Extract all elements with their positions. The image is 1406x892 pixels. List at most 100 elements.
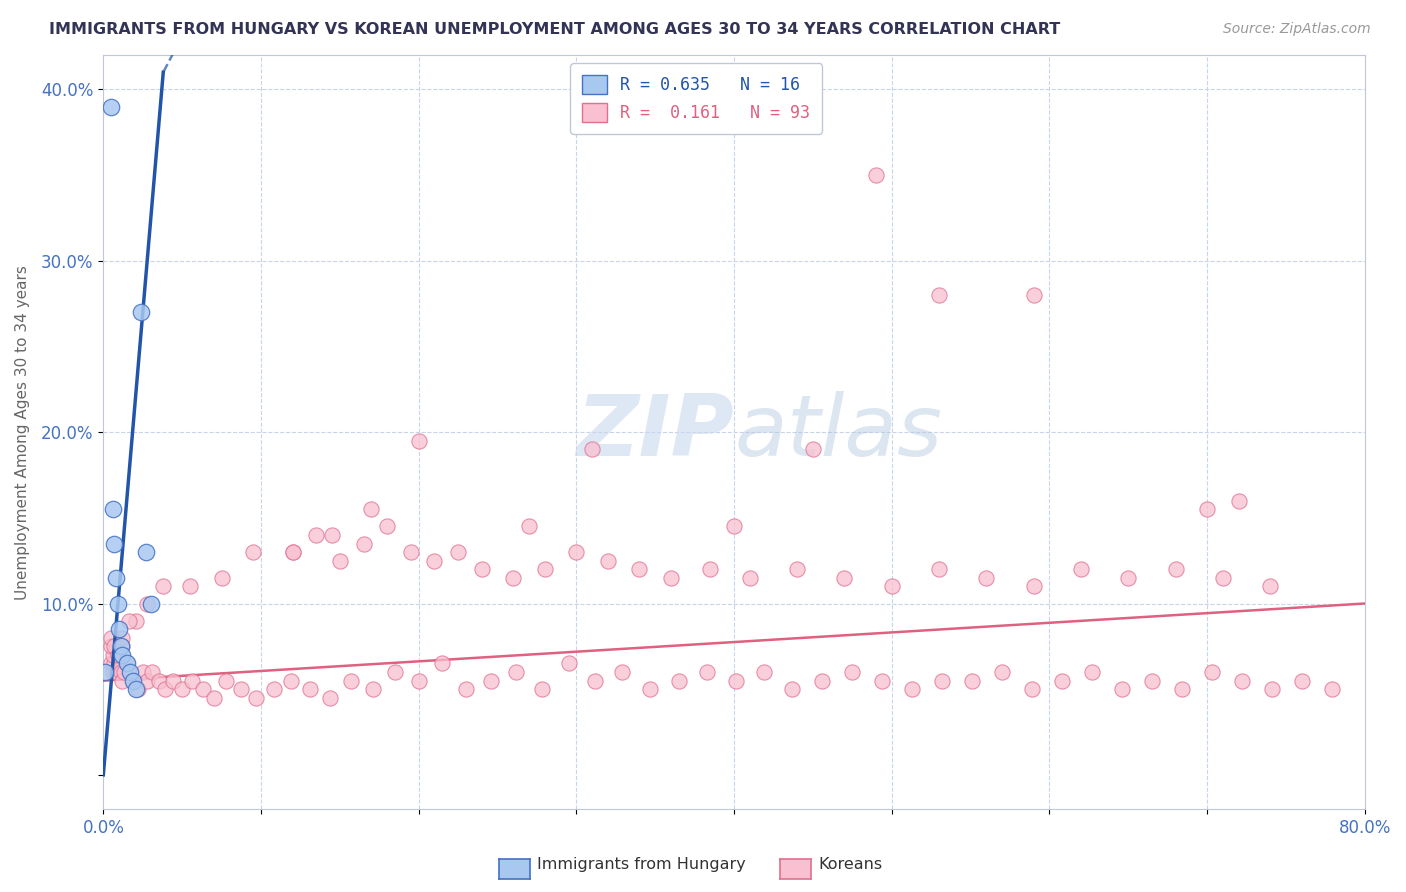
Point bbox=[136, 673, 159, 688]
Point bbox=[107, 597, 129, 611]
Point bbox=[960, 673, 983, 688]
Point bbox=[901, 682, 924, 697]
Point bbox=[263, 682, 285, 697]
Point bbox=[659, 571, 682, 585]
Point bbox=[360, 502, 382, 516]
Point bbox=[596, 554, 619, 568]
Point bbox=[1197, 502, 1219, 516]
Point bbox=[117, 614, 139, 628]
Point bbox=[640, 682, 662, 697]
Point bbox=[1081, 665, 1104, 679]
Point bbox=[148, 673, 170, 688]
Point bbox=[139, 597, 162, 611]
Point bbox=[408, 434, 430, 448]
Point bbox=[782, 682, 804, 697]
Point bbox=[384, 665, 406, 679]
Point bbox=[502, 571, 524, 585]
Point bbox=[928, 562, 950, 576]
Point bbox=[1291, 673, 1313, 688]
Point bbox=[101, 665, 124, 679]
Point bbox=[132, 665, 155, 679]
Point bbox=[1171, 682, 1194, 697]
Point bbox=[104, 571, 127, 585]
Point bbox=[1227, 493, 1250, 508]
Point bbox=[202, 690, 225, 705]
Point bbox=[530, 682, 553, 697]
Point bbox=[738, 571, 761, 585]
Point bbox=[229, 682, 252, 697]
Point bbox=[1164, 562, 1187, 576]
Point bbox=[668, 673, 690, 688]
Point bbox=[699, 562, 721, 576]
Point bbox=[120, 665, 142, 679]
Point bbox=[628, 562, 651, 576]
Point bbox=[399, 545, 422, 559]
Point bbox=[583, 673, 606, 688]
Point bbox=[242, 545, 264, 559]
Point bbox=[122, 673, 145, 688]
Point bbox=[1230, 673, 1253, 688]
Point bbox=[834, 571, 856, 585]
Point bbox=[115, 657, 138, 671]
Point bbox=[153, 682, 176, 697]
Point bbox=[103, 640, 125, 654]
Point bbox=[101, 648, 124, 662]
Point bbox=[112, 665, 135, 679]
Point bbox=[152, 579, 174, 593]
Point bbox=[1070, 562, 1092, 576]
Point bbox=[610, 665, 633, 679]
Point bbox=[104, 640, 127, 654]
Point bbox=[122, 673, 145, 688]
Point bbox=[281, 545, 304, 559]
Point bbox=[111, 640, 134, 654]
Point bbox=[1320, 682, 1343, 697]
Point bbox=[108, 622, 131, 636]
Point bbox=[127, 682, 149, 697]
Point bbox=[432, 657, 454, 671]
Point bbox=[880, 579, 903, 593]
Point bbox=[353, 536, 375, 550]
Text: ZIP: ZIP bbox=[576, 391, 734, 474]
Point bbox=[801, 442, 824, 457]
Point bbox=[1258, 579, 1281, 593]
Point bbox=[1021, 682, 1043, 697]
Point bbox=[162, 673, 184, 688]
Point bbox=[375, 519, 398, 533]
Point bbox=[110, 640, 132, 654]
Point bbox=[723, 519, 745, 533]
Point bbox=[976, 571, 998, 585]
Text: atlas: atlas bbox=[734, 391, 942, 474]
Point bbox=[534, 562, 557, 576]
Point bbox=[180, 673, 202, 688]
Point bbox=[447, 545, 470, 559]
Point bbox=[141, 665, 163, 679]
Point bbox=[471, 562, 494, 576]
Point bbox=[179, 579, 201, 593]
Y-axis label: Unemployment Among Ages 30 to 34 years: Unemployment Among Ages 30 to 34 years bbox=[15, 265, 30, 599]
Point bbox=[931, 673, 953, 688]
Point bbox=[841, 665, 863, 679]
Point bbox=[1201, 665, 1223, 679]
Point bbox=[111, 673, 134, 688]
Point bbox=[991, 665, 1014, 679]
Point bbox=[94, 665, 117, 679]
Point bbox=[724, 673, 747, 688]
Text: Koreans: Koreans bbox=[818, 857, 883, 872]
Point bbox=[107, 648, 129, 662]
Point bbox=[125, 682, 148, 697]
Point bbox=[454, 682, 477, 697]
Point bbox=[125, 614, 148, 628]
Point bbox=[1111, 682, 1133, 697]
Point bbox=[100, 657, 122, 671]
Point bbox=[135, 545, 157, 559]
Point bbox=[108, 657, 131, 671]
Point bbox=[1116, 571, 1139, 585]
Point bbox=[1050, 673, 1073, 688]
Point bbox=[361, 682, 384, 697]
Point bbox=[1022, 288, 1045, 302]
Point bbox=[100, 631, 122, 645]
Point bbox=[103, 657, 125, 671]
Point bbox=[581, 442, 603, 457]
Point bbox=[298, 682, 321, 697]
Point bbox=[120, 665, 142, 679]
